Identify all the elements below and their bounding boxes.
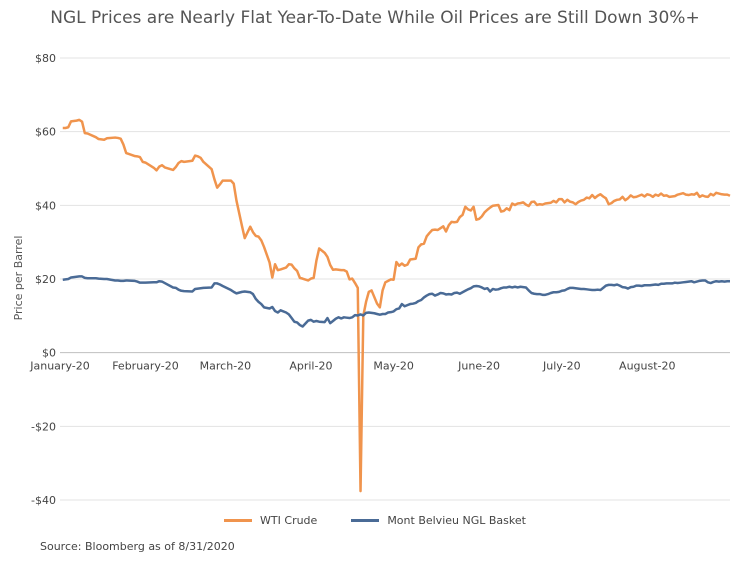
x-tick-label: June-20 xyxy=(457,360,500,373)
series-line-wti-crude xyxy=(62,118,731,493)
y-tick-label: $20 xyxy=(35,273,56,286)
chart-title: NGL Prices are Nearly Flat Year-To-Date … xyxy=(50,8,700,28)
series-lines xyxy=(62,118,731,493)
legend-item-wti: WTI Crude xyxy=(224,514,317,527)
y-tick-label: -$20 xyxy=(31,420,56,433)
grid-lines xyxy=(60,57,730,501)
legend-item-ngl: Mont Belvieu NGL Basket xyxy=(351,514,526,527)
y-tick-label: $80 xyxy=(35,52,56,65)
x-tick-label: March-20 xyxy=(200,360,252,373)
x-tick-labels: January-20 February-20 March-20 April-20 May… xyxy=(29,360,675,373)
x-tick-label: April-20 xyxy=(289,360,332,373)
x-tick-label: August-20 xyxy=(619,360,675,373)
x-tick-label: February-20 xyxy=(112,360,179,373)
series-line-mont-belvieu-ngl xyxy=(62,275,730,328)
y-tick-labels: -$40 -$20 $0 $20 $40 $60 $80 xyxy=(31,52,56,507)
legend-label-wti: WTI Crude xyxy=(260,514,318,527)
x-tick-label: May-20 xyxy=(373,360,414,373)
y-tick-label: $40 xyxy=(35,199,56,212)
legend-label-ngl: Mont Belvieu NGL Basket xyxy=(387,514,526,527)
legend-swatch-wti xyxy=(224,519,253,522)
y-tick-label: $60 xyxy=(35,126,56,139)
x-tick-label: July-20 xyxy=(542,360,581,373)
x-tick-label: January-20 xyxy=(29,360,89,373)
source-note: Source: Bloomberg as of 8/31/2020 xyxy=(40,540,235,553)
y-tick-label: -$40 xyxy=(31,494,56,507)
legend: WTI Crude Mont Belvieu NGL Basket xyxy=(0,514,750,527)
legend-swatch-ngl xyxy=(351,519,380,522)
y-axis-title: Price per Barrel xyxy=(12,236,25,321)
y-tick-label: $0 xyxy=(42,347,56,360)
